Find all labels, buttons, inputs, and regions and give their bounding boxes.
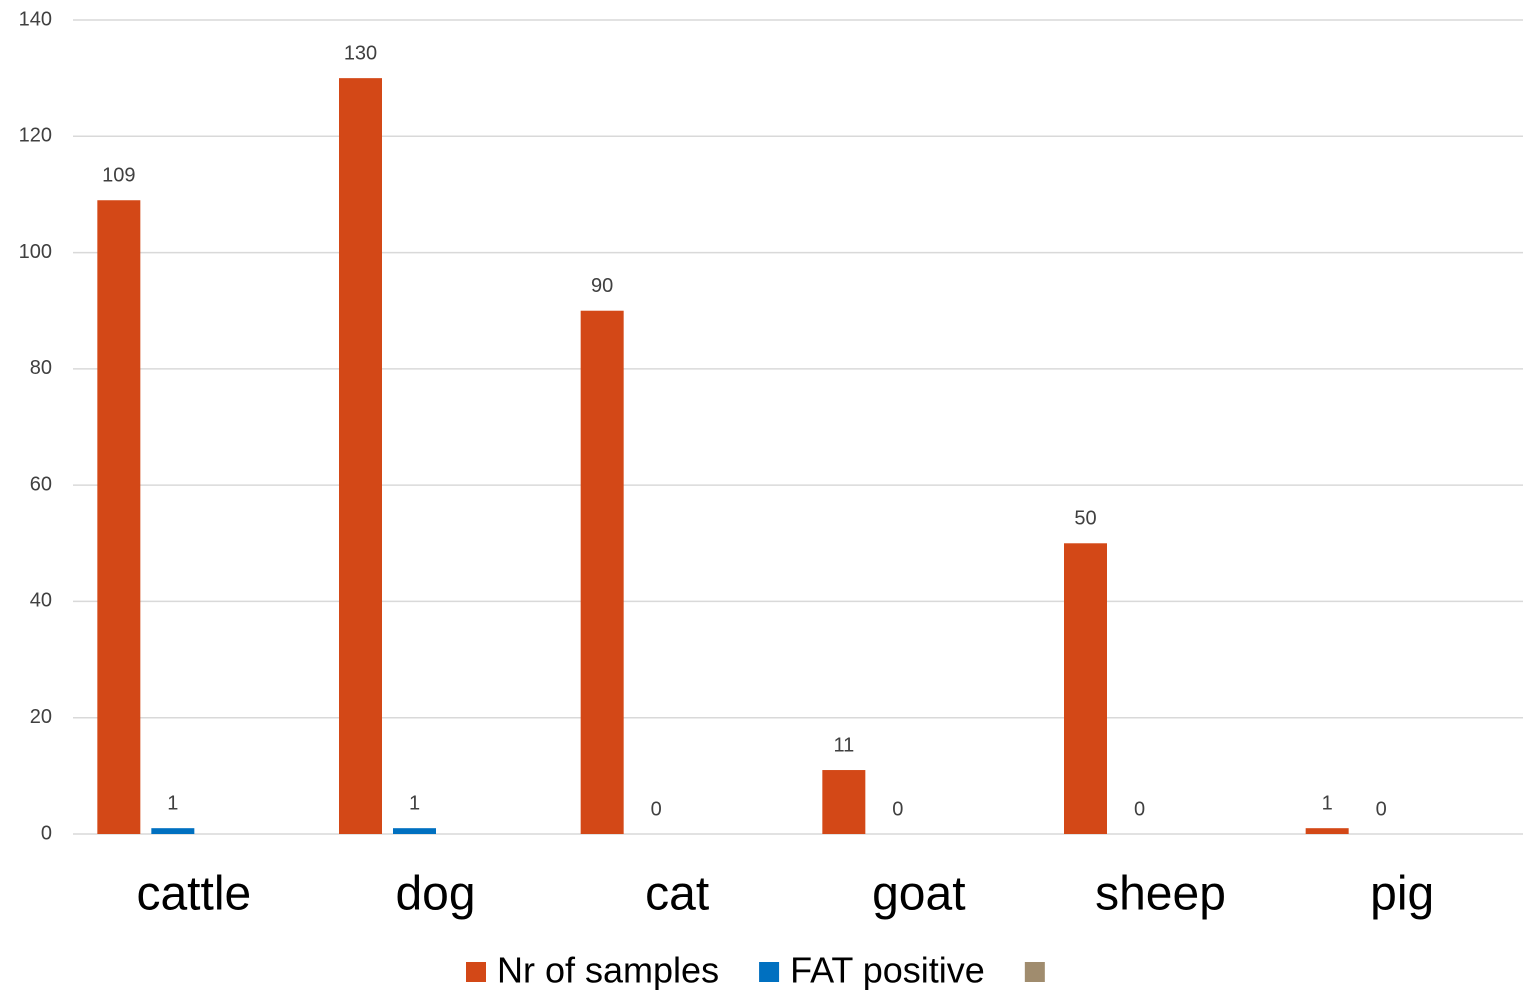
y-tick-label: 40 [30, 590, 52, 612]
data-label: 109 [102, 165, 135, 187]
bar [822, 770, 866, 834]
bar [339, 78, 382, 834]
bar [1064, 543, 1107, 834]
data-label: 1 [1322, 792, 1333, 814]
data-label: 0 [1134, 798, 1145, 820]
legend-label: Nr of samples [497, 950, 719, 991]
data-label: 130 [344, 42, 377, 64]
y-tick-label: 20 [30, 706, 52, 728]
y-tick-label: 120 [19, 125, 52, 147]
x-tick-label: sheep [1095, 868, 1226, 921]
legend-swatch [466, 962, 486, 982]
legend-swatch [1024, 962, 1045, 982]
y-tick-label: 60 [30, 473, 52, 495]
bar [393, 828, 436, 834]
y-tick-label: 80 [30, 357, 52, 379]
x-tick-label: goat [872, 868, 965, 921]
bar [97, 200, 141, 834]
data-label: 1 [409, 792, 420, 814]
bar [1305, 828, 1349, 834]
x-tick-label: cattle [136, 868, 251, 921]
x-tick-label: cat [645, 868, 709, 921]
bar [580, 310, 624, 834]
data-label: 50 [1074, 508, 1096, 530]
legend-swatch [759, 962, 780, 982]
data-label: 90 [591, 275, 613, 297]
legend-label: FAT positive [790, 950, 985, 991]
data-label: 1 [167, 792, 178, 814]
x-tick-label: pig [1370, 868, 1434, 921]
data-label: 0 [651, 798, 662, 820]
data-label: 11 [833, 734, 854, 756]
bar [151, 828, 195, 834]
data-label: 0 [892, 798, 903, 820]
y-tick-label: 0 [41, 822, 52, 844]
y-tick-label: 100 [19, 241, 52, 263]
y-tick-label: 140 [19, 8, 52, 30]
x-tick-label: dog [395, 868, 475, 921]
data-label: 0 [1376, 798, 1387, 820]
